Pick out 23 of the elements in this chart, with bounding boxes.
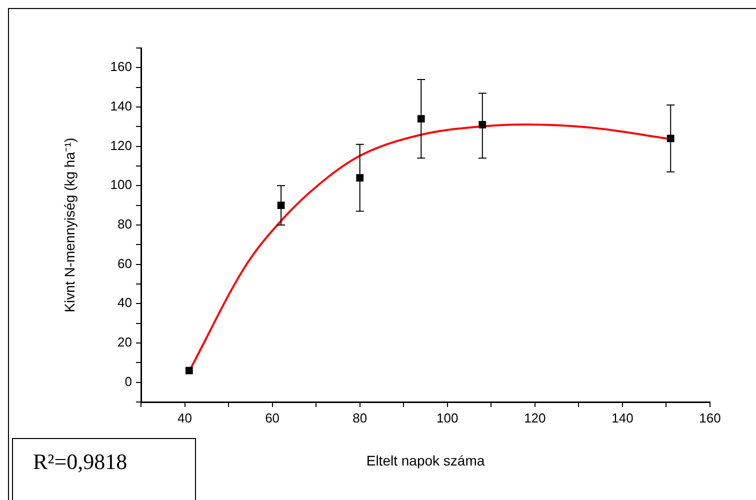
y-tick-label: 80 [118,216,132,232]
point [185,366,193,374]
y-tick-label: 40 [118,295,132,310]
point [478,121,486,128]
x-tick-label: 120 [524,410,546,426]
x-tick-label: 100 [436,410,458,426]
x-tick-label: 40 [178,410,192,426]
y-tick-label: 20 [118,334,132,350]
y-tick-label: 100 [110,177,132,192]
x-tick-label: 160 [699,410,721,426]
point [356,174,364,182]
text: R²=0,9818 [12,438,196,500]
y-tick-label: 140 [110,98,132,114]
x-axis-title: Eltelt napok száma [366,452,485,468]
y-tick-label: 160 [110,59,132,74]
y-axis-title: Kivnt N-mennyiség (kg ha⁻¹) [61,138,78,312]
point [417,115,425,122]
y-tick-label: 0 [124,374,132,389]
x-tick-label: 140 [612,410,634,426]
x-tick-label: 60 [265,410,280,426]
y-tick-label: 60 [118,256,132,271]
y-tick-label: 120 [110,138,132,153]
x-tick-label: 80 [352,410,368,426]
